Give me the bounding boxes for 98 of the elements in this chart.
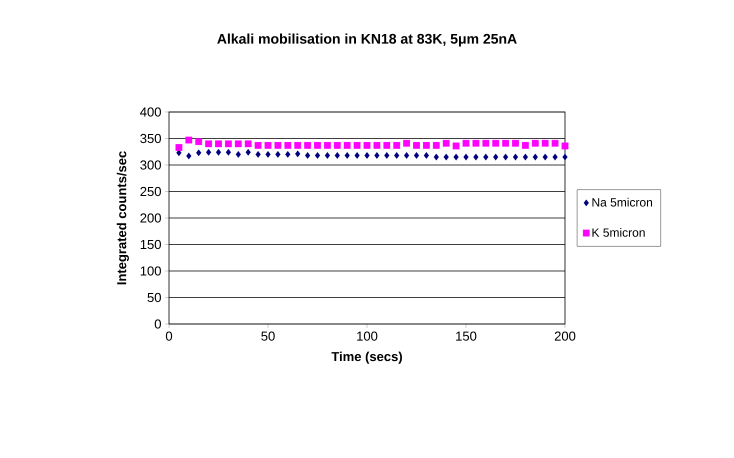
point xyxy=(383,142,390,149)
point xyxy=(354,152,360,159)
point xyxy=(403,140,410,147)
point xyxy=(295,150,300,158)
y-tick-label: 400 xyxy=(140,107,161,117)
point xyxy=(394,152,400,159)
x-tick-label: 100 xyxy=(357,332,378,341)
point xyxy=(512,154,518,160)
point xyxy=(186,152,192,160)
point xyxy=(364,142,370,149)
point xyxy=(413,142,420,149)
point xyxy=(493,154,498,160)
point xyxy=(334,142,341,149)
point xyxy=(542,140,549,147)
point xyxy=(552,154,558,160)
point xyxy=(482,140,490,147)
point xyxy=(254,142,262,149)
point xyxy=(305,152,310,159)
point xyxy=(444,154,449,160)
y-tick-label: 0 xyxy=(154,319,161,329)
point xyxy=(473,154,478,160)
point xyxy=(393,142,400,149)
point xyxy=(374,152,380,159)
point xyxy=(285,151,290,158)
point xyxy=(472,140,480,147)
point xyxy=(334,152,340,159)
point xyxy=(374,142,380,149)
legend-label: Na 5micron xyxy=(592,198,652,207)
point xyxy=(463,154,469,160)
point xyxy=(314,152,320,159)
point xyxy=(185,136,192,144)
point xyxy=(225,140,232,148)
point xyxy=(215,140,222,148)
point xyxy=(344,142,351,149)
chart-title: Alkali mobilisation in KN18 at 83K, 5μm 25nA xyxy=(217,34,517,46)
point xyxy=(503,154,508,160)
point xyxy=(454,154,459,160)
x-axis-title: Time (secs) xyxy=(331,352,402,364)
x-tick-label: 150 xyxy=(456,332,476,341)
point xyxy=(423,142,430,149)
y-tick-label: 200 xyxy=(140,213,161,223)
point xyxy=(284,142,292,149)
y-tick-label: 250 xyxy=(140,186,161,196)
point xyxy=(434,154,439,160)
point xyxy=(274,142,282,149)
point xyxy=(354,142,360,149)
point xyxy=(414,152,420,159)
point xyxy=(176,144,182,151)
point xyxy=(206,148,212,156)
y-tick-label: 150 xyxy=(140,240,161,250)
y-tick-label: 100 xyxy=(140,266,161,276)
x-tick-label: 0 xyxy=(166,332,172,341)
y-tick-label: 50 xyxy=(148,292,161,302)
point xyxy=(244,140,252,148)
point xyxy=(364,152,370,159)
x-tick-label: 50 xyxy=(261,332,275,341)
point xyxy=(404,152,410,159)
point xyxy=(236,151,241,158)
point xyxy=(265,151,271,158)
legend-label: K 5micron xyxy=(592,228,645,237)
point xyxy=(512,140,519,147)
point xyxy=(304,142,312,149)
point xyxy=(314,142,321,149)
point xyxy=(196,149,202,156)
point xyxy=(344,152,350,159)
point xyxy=(442,140,450,147)
point xyxy=(195,138,202,146)
point xyxy=(424,152,429,159)
point xyxy=(522,154,528,160)
point xyxy=(275,151,281,158)
x-tick-label: 200 xyxy=(554,332,576,341)
point xyxy=(552,140,558,147)
point xyxy=(216,148,222,156)
point xyxy=(294,142,302,149)
point xyxy=(502,140,509,147)
point xyxy=(462,140,470,147)
point xyxy=(542,154,548,160)
point xyxy=(205,140,212,148)
point xyxy=(226,148,232,156)
point xyxy=(234,140,242,148)
point xyxy=(492,140,500,147)
point xyxy=(256,151,261,158)
point xyxy=(432,142,440,149)
point xyxy=(483,154,488,160)
point xyxy=(264,142,272,149)
point xyxy=(324,152,330,159)
y-tick-label: 300 xyxy=(140,160,161,170)
point xyxy=(384,152,390,159)
y-axis-title: Integrated counts/sec xyxy=(116,151,129,284)
point xyxy=(452,142,460,150)
point xyxy=(522,142,529,149)
point xyxy=(562,154,568,160)
point xyxy=(562,142,568,150)
point xyxy=(532,140,539,147)
point xyxy=(246,148,251,156)
y-tick-label: 350 xyxy=(140,134,161,144)
point xyxy=(532,154,538,160)
point xyxy=(324,142,331,149)
